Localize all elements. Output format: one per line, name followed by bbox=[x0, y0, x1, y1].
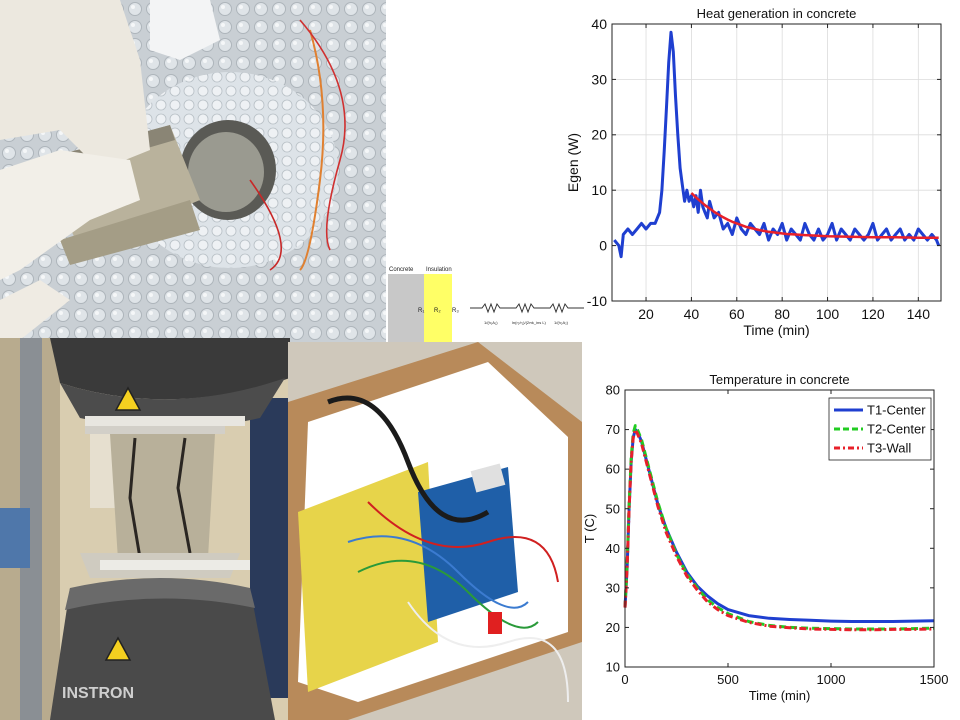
x-tick-label: 140 bbox=[907, 306, 931, 322]
r3-label: R₃ bbox=[452, 308, 459, 314]
y-tick-label: 30 bbox=[591, 71, 607, 87]
y-tick-label: 40 bbox=[591, 16, 607, 32]
press-brand-text: INSTRON bbox=[62, 685, 134, 702]
term-3: 1/(h₂A₂) bbox=[554, 320, 569, 325]
resistor-network bbox=[470, 302, 584, 314]
heat-generation-chart: 20 40 60 80 100 120 140 -10 0 10 20 30 40 Heat genera… bbox=[560, 0, 960, 345]
x-tick-label: 120 bbox=[861, 306, 885, 322]
y-tick-label: 20 bbox=[606, 620, 620, 635]
series-line-2 bbox=[623, 428, 935, 632]
plot-frame bbox=[611, 23, 942, 302]
y-tick-label: 40 bbox=[606, 541, 620, 556]
legend-label: T3-Wall bbox=[867, 441, 911, 456]
legend-label: T2-Center bbox=[867, 422, 926, 437]
x-tick-label: 1000 bbox=[817, 672, 846, 687]
y-tick-label: 70 bbox=[606, 422, 620, 437]
thermal-resistance-diagram: Concrete Insulation R₁ R₂ R₃ 1/(h₁A₁) ln… bbox=[386, 262, 586, 344]
x-tick-label: 80 bbox=[774, 306, 790, 322]
concrete-layer bbox=[388, 274, 424, 342]
y-axis-label: Egen (W) bbox=[565, 133, 581, 192]
plot-frame bbox=[624, 389, 935, 668]
x-tick-label: 40 bbox=[684, 306, 700, 322]
x-tick-label: 0 bbox=[621, 672, 628, 687]
x-tick-label: 20 bbox=[638, 306, 654, 322]
series-line-1 bbox=[690, 192, 939, 240]
term-2: ln(r₂/r₁)/(2πk_ins L) bbox=[512, 320, 547, 325]
chart-title: Heat generation in concrete bbox=[697, 6, 857, 21]
y-tick-label: 50 bbox=[606, 501, 620, 516]
insulation-layer bbox=[424, 274, 452, 342]
series-line-0 bbox=[613, 30, 941, 259]
r2-label: R₂ bbox=[434, 308, 441, 314]
electronics-photo bbox=[288, 342, 582, 720]
x-tick-label: 100 bbox=[816, 306, 840, 322]
temperature-chart: 0 500 1000 1500 10 20 30 40 50 60 70 80 Temperature … bbox=[580, 358, 960, 720]
legend-label: T1-Center bbox=[867, 403, 926, 418]
chart-title: Temperature in concrete bbox=[709, 372, 849, 387]
x-axis-label: Time (min) bbox=[749, 688, 811, 703]
concrete-label: Concrete bbox=[389, 267, 414, 273]
plot-area bbox=[612, 24, 941, 301]
r1-label: R₁ bbox=[418, 308, 424, 314]
series-line-1 bbox=[623, 424, 935, 631]
y-tick-label: 80 bbox=[606, 383, 620, 398]
x-axis-label: Time (min) bbox=[743, 322, 809, 338]
y-tick-label: -10 bbox=[587, 293, 607, 309]
y-tick-label: 0 bbox=[599, 238, 607, 254]
sample-photo bbox=[0, 0, 386, 354]
press-photo: INSTRON bbox=[0, 338, 290, 720]
y-tick-label: 20 bbox=[591, 127, 607, 143]
y-axis-label: T (C) bbox=[582, 514, 597, 543]
term-1: 1/(h₁A₁) bbox=[484, 320, 498, 325]
y-tick-label: 10 bbox=[591, 182, 607, 198]
x-tick-label: 1500 bbox=[920, 672, 949, 687]
x-tick-label: 60 bbox=[729, 306, 745, 322]
x-tick-label: 500 bbox=[717, 672, 739, 687]
y-tick-label: 10 bbox=[606, 660, 620, 675]
insulation-label: Insulation bbox=[426, 267, 452, 273]
y-tick-label: 30 bbox=[606, 580, 620, 595]
y-tick-label: 60 bbox=[606, 462, 620, 477]
